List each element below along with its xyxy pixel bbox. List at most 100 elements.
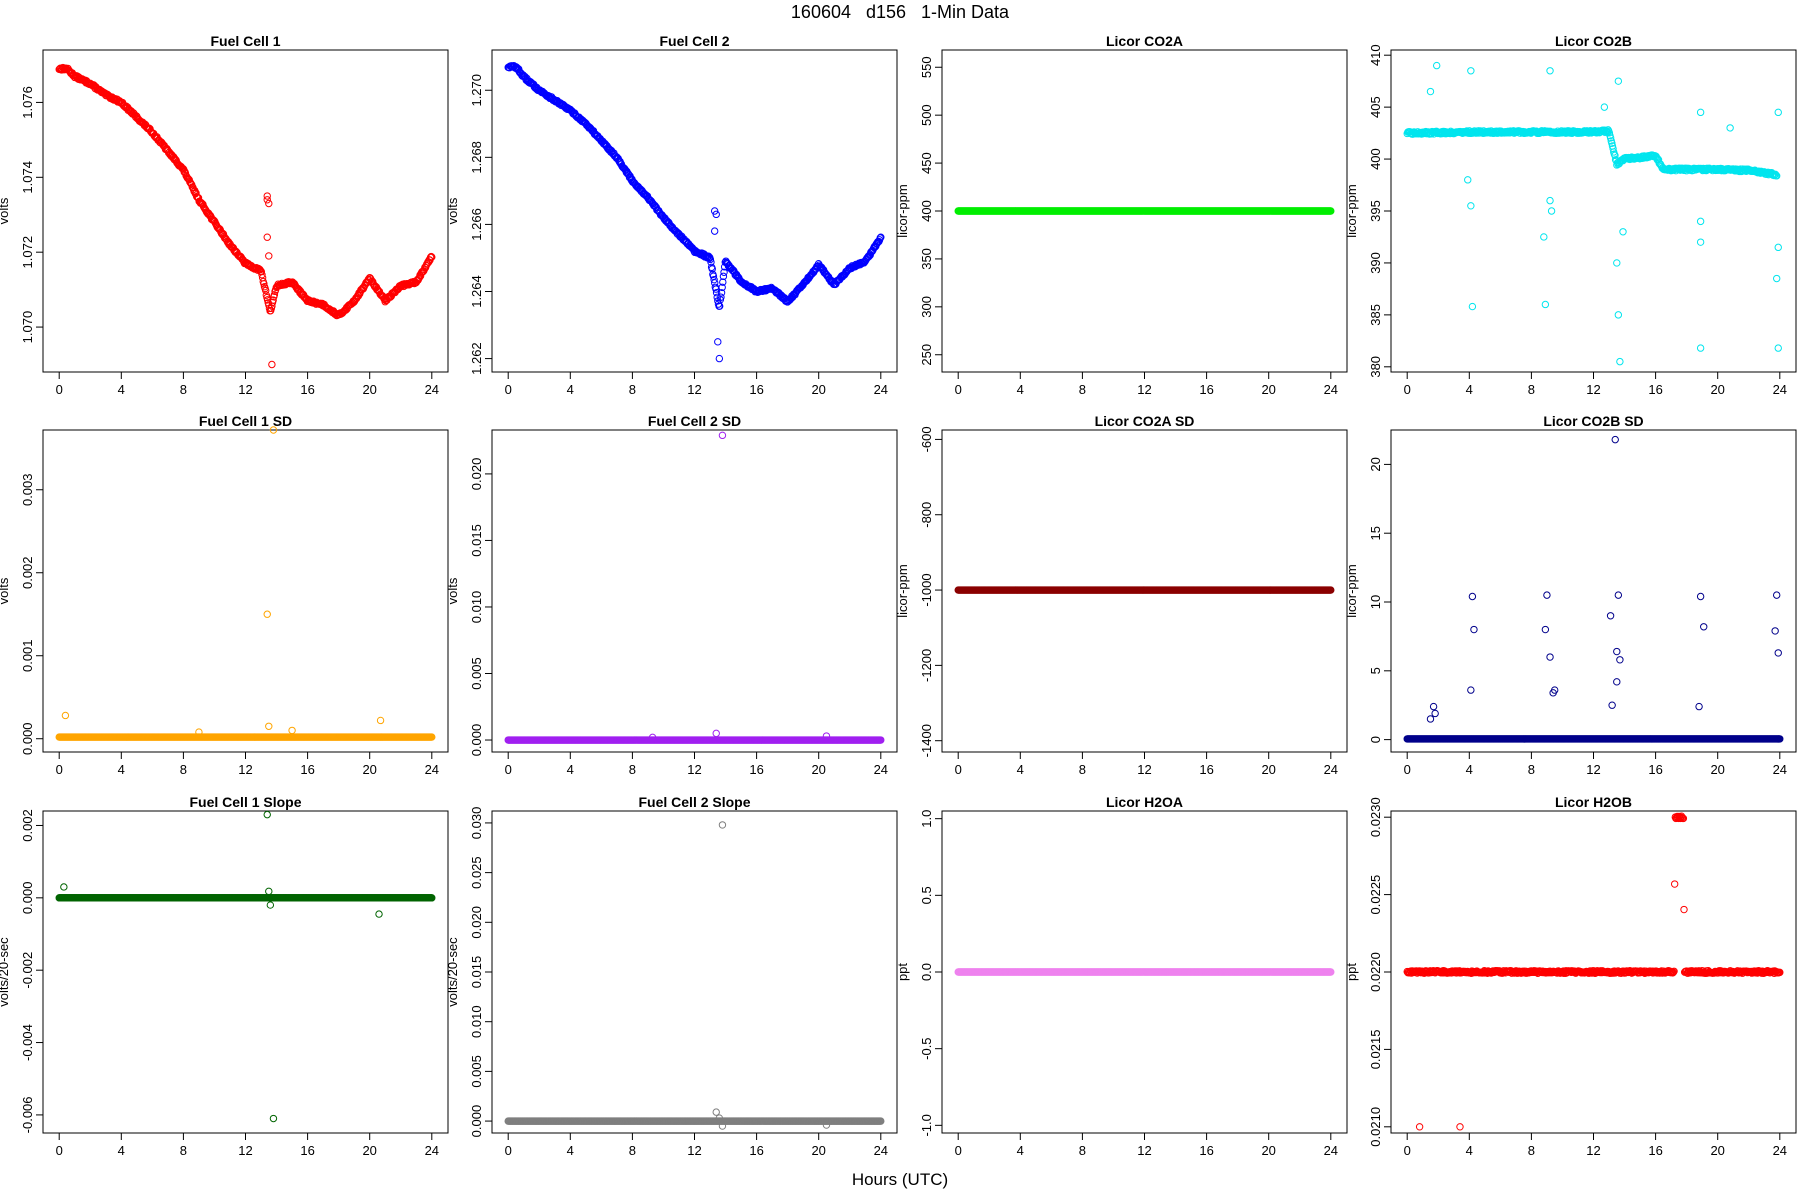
outlier-point <box>1616 357 1624 366</box>
outlier-point <box>1600 103 1609 111</box>
x-tick-label: 20 <box>362 762 376 777</box>
y-tick-label: 0.020 <box>469 458 484 491</box>
x-tick-label: 8 <box>180 382 187 397</box>
x-tick-label: 8 <box>629 762 636 777</box>
outlier-point <box>265 252 273 260</box>
data-point <box>706 255 715 264</box>
data-point <box>1609 144 1617 153</box>
y-tick-label: 0.010 <box>469 591 484 624</box>
x-tick-label: 0 <box>56 382 63 397</box>
data-point <box>269 296 277 304</box>
outlier-point <box>710 227 719 235</box>
y-tick-label: 0.015 <box>469 524 484 557</box>
y-tick-label: 0.000 <box>469 724 484 757</box>
y-tick-label: 1.268 <box>469 141 484 174</box>
x-tick-label: 20 <box>1261 762 1275 777</box>
x-tick-label: 0 <box>1404 382 1411 397</box>
data-point <box>717 293 725 301</box>
outlier-point <box>265 722 273 730</box>
x-tick-label: 0 <box>955 762 962 777</box>
y-tick-label: -1000 <box>919 573 934 606</box>
panel-title: Licor CO2B <box>1555 33 1632 49</box>
x-tick-label: 4 <box>567 382 574 397</box>
y-tick-label: 0 <box>1368 736 1383 743</box>
x-tick-label: 20 <box>1261 382 1275 397</box>
x-tick-label: 4 <box>118 762 125 777</box>
data-point <box>718 283 726 292</box>
data-point <box>428 733 436 741</box>
x-tick-label: 16 <box>749 762 763 777</box>
outlier-point <box>288 726 296 735</box>
x-tick-label: 8 <box>1079 762 1086 777</box>
y-axis-label: volts <box>445 577 460 604</box>
x-tick-label: 16 <box>1648 762 1662 777</box>
data-point <box>428 253 436 261</box>
data-point <box>712 289 721 297</box>
y-axis-label: licor-ppm <box>1344 564 1359 617</box>
panel-fc2sd: Fuel Cell 2 SD0 4 8 12 16 20 240.0000.0050.010… <box>445 413 898 777</box>
data-point <box>1327 207 1335 215</box>
outlier-point <box>1696 108 1705 117</box>
x-tick-label: 8 <box>1079 382 1086 397</box>
data-point <box>177 162 185 171</box>
data-point <box>262 286 270 295</box>
data-point <box>877 233 885 241</box>
data-point <box>705 254 713 263</box>
y-tick-label: 5 <box>1368 667 1383 674</box>
outlier-point <box>1464 176 1472 184</box>
outlier-point <box>1614 77 1623 85</box>
x-tick-label: 4 <box>1466 382 1473 397</box>
outlier-point <box>1546 196 1554 205</box>
y-tick-label: 10 <box>1368 595 1383 609</box>
outlier-point <box>61 711 70 720</box>
outlier-point <box>712 729 720 738</box>
y-tick-label: 385 <box>1368 304 1383 326</box>
panel-title: Licor CO2B SD <box>1543 413 1643 429</box>
outlier-point <box>263 192 271 200</box>
x-tick-label: 0 <box>505 762 512 777</box>
x-tick-label: 0 <box>955 382 962 397</box>
outlier-point <box>1696 344 1705 352</box>
outlier-point <box>263 610 271 618</box>
plot-frame <box>1390 49 1797 373</box>
data-point <box>710 275 718 284</box>
x-tick-label: 8 <box>1528 762 1535 777</box>
x-tick-label: 4 <box>1466 762 1473 777</box>
x-tick-label: 20 <box>1710 762 1724 777</box>
outlier-point <box>718 431 727 440</box>
y-axis-label: volts <box>0 197 11 224</box>
y-axis-label: licor-ppm <box>1344 184 1359 237</box>
y-tick-label: 250 <box>919 344 934 366</box>
x-tick-label: 12 <box>687 382 701 397</box>
x-tick-label: 24 <box>1324 382 1338 397</box>
y-tick-label: 1.076 <box>20 86 35 119</box>
outlier-point <box>714 338 722 346</box>
data-point <box>1611 151 1619 160</box>
y-tick-label: 0.000 <box>20 722 35 755</box>
y-tick-label: 300 <box>919 296 934 318</box>
y-tick-label: -800 <box>919 502 934 528</box>
x-tick-label: 12 <box>687 762 701 777</box>
panel-fc2: Fuel Cell 20 4 8 12 16 20 241.2621.2641.2661.2… <box>445 33 898 397</box>
outlier-point <box>269 426 278 434</box>
data-point <box>270 291 279 299</box>
y-tick-label: 1.266 <box>469 208 484 241</box>
y-tick-label: 410 <box>1368 44 1383 66</box>
x-tick-label: 16 <box>300 382 314 397</box>
outlier-point <box>1696 238 1705 246</box>
x-tick-label: 0 <box>56 762 63 777</box>
y-tick-label: 400 <box>1368 148 1383 170</box>
outlier-point <box>1696 217 1705 226</box>
panel-fc1sd: Fuel Cell 1 SD0 4 8 12 16 20 240.0000.0010.002… <box>0 413 449 777</box>
y-tick-label: 550 <box>919 56 934 78</box>
x-tick-label: 20 <box>811 762 825 777</box>
x-tick-label: 16 <box>1199 762 1213 777</box>
x-tick-label: 12 <box>238 762 252 777</box>
outlier-point <box>1426 87 1435 96</box>
panel-title: Fuel Cell 2 SD <box>648 413 741 429</box>
x-tick-label: 8 <box>1528 382 1535 397</box>
y-tick-label: 0.005 <box>469 657 484 690</box>
panel-title: Licor CO2A <box>1106 33 1183 49</box>
